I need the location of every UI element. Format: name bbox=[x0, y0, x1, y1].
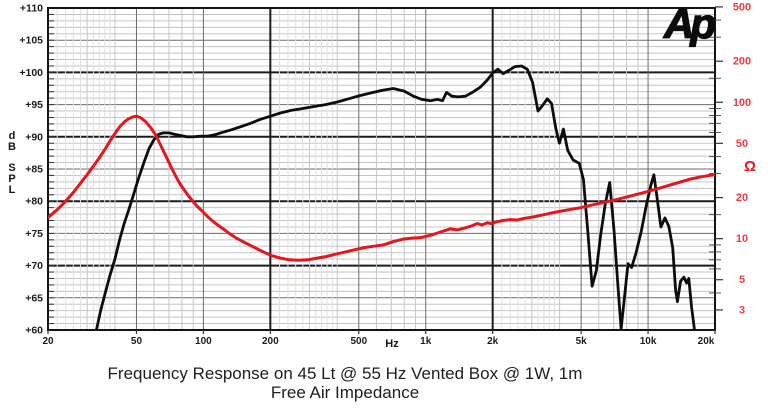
right-tick-label: 200 bbox=[733, 56, 751, 68]
chart-subtitle: Free Air Impedance bbox=[270, 383, 420, 402]
x-tick-labels: 20 50 100 200 500 1k 2k 5k 10k 20k bbox=[42, 336, 714, 347]
left-tick-label: +80 bbox=[25, 196, 43, 208]
grid-horizontal bbox=[48, 13, 715, 325]
left-axis-unit-letter: P bbox=[8, 173, 16, 185]
x-axis-unit-label: Hz bbox=[385, 338, 399, 350]
left-axis-unit-letter: S bbox=[8, 162, 16, 174]
impedance-curve bbox=[48, 114, 715, 262]
x-tick-label: 2k bbox=[487, 336, 499, 347]
left-tick-label: +85 bbox=[25, 164, 43, 176]
x-tick-label: 100 bbox=[195, 336, 212, 347]
left-axis-unit-letter: L bbox=[8, 184, 16, 196]
left-axis-ticks bbox=[49, 13, 54, 325]
x-tick-label: 500 bbox=[350, 336, 367, 347]
audio-precision-logo: Ap bbox=[663, 0, 716, 47]
right-axis-ticks bbox=[709, 6, 723, 311]
right-tick-label: 20 bbox=[736, 192, 748, 204]
left-tick-label: +110 bbox=[20, 3, 43, 15]
left-axis-unit-letter: d bbox=[8, 130, 16, 142]
x-tick-label: 200 bbox=[262, 336, 279, 347]
left-tick-label: +75 bbox=[25, 228, 43, 240]
right-tick-label: 500 bbox=[733, 1, 751, 13]
right-tick-label: 3 bbox=[739, 304, 745, 316]
right-axis-unit-label: Ω bbox=[744, 158, 757, 175]
left-tick-label: +105 bbox=[19, 35, 43, 47]
right-tick-label: 5 bbox=[739, 274, 745, 286]
left-tick-label: +70 bbox=[25, 260, 43, 272]
left-tick-label: +100 bbox=[19, 67, 43, 79]
chart-title: Frequency Response on 45 Lt @ 55 Hz Vent… bbox=[107, 364, 583, 383]
x-tick-label: 20k bbox=[698, 336, 715, 347]
grid-vertical bbox=[56, 8, 649, 330]
left-tick-label: +95 bbox=[25, 99, 43, 111]
spl-curve bbox=[95, 64, 696, 330]
chart-caption: Frequency Response on 45 Lt @ 55 Hz Vent… bbox=[0, 364, 690, 402]
left-tick-labels: +110 +105 +100 +95 +90 +85 +80 +75 +70 +65 +60 bbox=[19, 3, 43, 337]
x-tick-label: 50 bbox=[131, 336, 143, 347]
right-tick-label: 100 bbox=[733, 97, 751, 109]
left-tick-label: +60 bbox=[25, 325, 43, 337]
x-tick-label: 20 bbox=[42, 336, 54, 347]
left-axis-unit-letter: B bbox=[8, 141, 16, 153]
plot-border bbox=[47, 7, 716, 331]
right-tick-labels: 500 200 100 50 20 10 5 3 bbox=[733, 1, 751, 316]
x-tick-label: 1k bbox=[420, 336, 432, 347]
right-tick-label: 50 bbox=[736, 138, 748, 150]
x-tick-label: 10k bbox=[640, 336, 657, 347]
x-axis-ticks bbox=[47, 330, 716, 334]
right-tick-label: 10 bbox=[736, 233, 748, 245]
x-tick-label: 5k bbox=[576, 336, 588, 347]
left-tick-label: +90 bbox=[25, 131, 43, 143]
left-tick-label: +65 bbox=[25, 292, 43, 304]
